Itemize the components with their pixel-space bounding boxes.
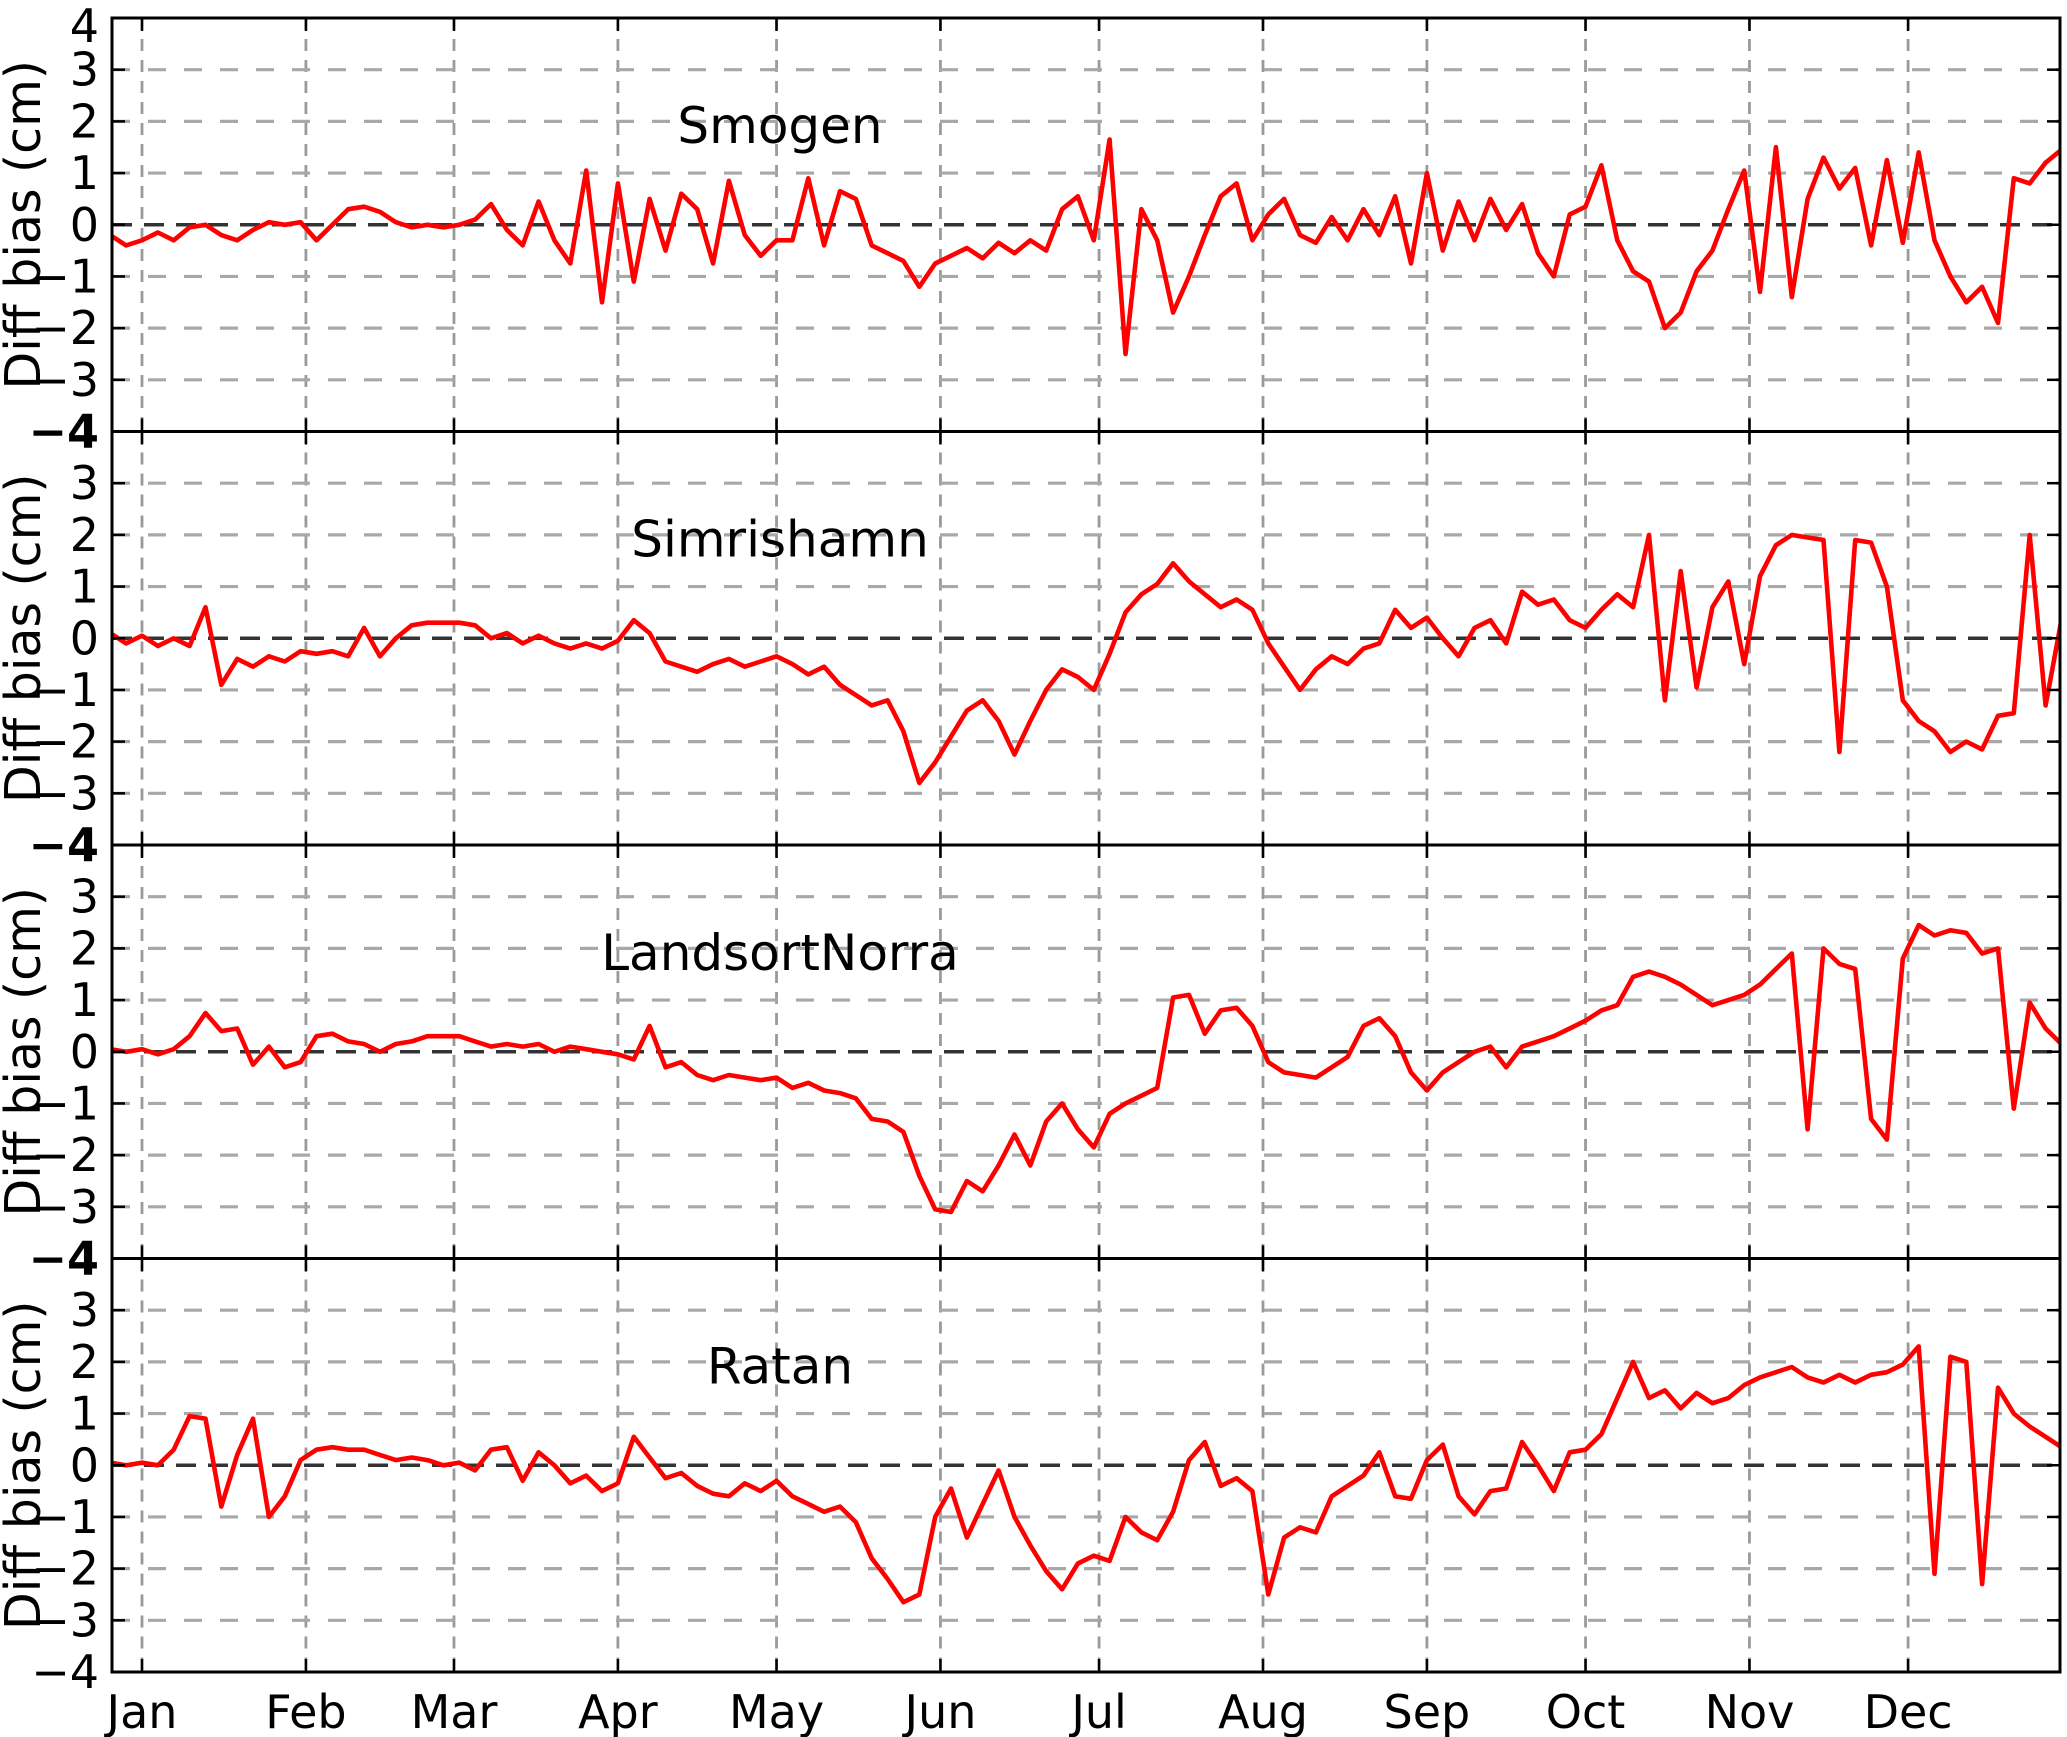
- y-tick-label: 1: [70, 1387, 99, 1441]
- vertical-gridlines: [140, 1258, 1910, 1672]
- y-tick-label: −1: [31, 663, 99, 717]
- horizontal-gridlines: [112, 68, 2060, 382]
- y-tick-label: 2: [70, 1335, 99, 1389]
- series-line-landsortnorra: [112, 922, 2060, 1215]
- y-tick-label: −1: [31, 1076, 99, 1130]
- x-tick-label: Aug: [1218, 1685, 1308, 1737]
- axis-ticks: [112, 18, 2060, 432]
- y-tick-label: 0: [70, 1025, 99, 1079]
- y-tick-label: 4: [70, 0, 99, 53]
- y-tick-label: 1: [70, 973, 99, 1027]
- x-tick-label: Feb: [265, 1685, 346, 1737]
- x-tick-label: Apr: [578, 1685, 658, 1737]
- x-tick-label: Nov: [1705, 1685, 1795, 1737]
- y-tick-label: 0: [70, 1438, 99, 1492]
- x-tick-label: May: [729, 1685, 824, 1737]
- panel-title: Smogen: [677, 97, 882, 155]
- y-tick-label: −4: [31, 1645, 99, 1699]
- y-tick-label: −2: [31, 1542, 99, 1596]
- y-tick-label: 0: [70, 611, 99, 665]
- y-tick-label: −4: [28, 1232, 99, 1286]
- y-tick-label: −1: [31, 249, 99, 303]
- y-tick-label: −2: [31, 715, 99, 769]
- y-tick-label: −1: [31, 1490, 99, 1544]
- y-tick-label: 2: [70, 94, 99, 148]
- y-tick-label: −2: [31, 1128, 99, 1182]
- y-axis-label: Diff bias (cm): [0, 474, 52, 803]
- vertical-gridlines: [140, 845, 1910, 1259]
- axis-ticks: [112, 1258, 2060, 1672]
- x-tick-labels: Jan Feb Mar Apr May Jun Jul Aug Sep Oct Nov Dec: [104, 1685, 1953, 1737]
- y-tick-label: 2: [70, 508, 99, 562]
- x-tick-label: Mar: [411, 1685, 498, 1737]
- panel-title: Ratan: [707, 1338, 853, 1396]
- y-tick-label: 2: [70, 921, 99, 975]
- y-axis-label: Diff bias (cm): [0, 887, 52, 1216]
- y-tick-label: 3: [70, 43, 99, 97]
- series-line-ratan: [112, 1344, 2060, 1605]
- y-tick-label: 3: [70, 1283, 99, 1337]
- x-tick-label: Jun: [902, 1685, 977, 1737]
- x-tick-label: Sep: [1384, 1685, 1471, 1737]
- y-tick-label: 1: [70, 146, 99, 200]
- series-line-smogen: [112, 137, 2060, 357]
- vertical-gridlines: [140, 18, 1910, 432]
- y-tick-label: 1: [70, 560, 99, 614]
- y-tick-label: −3: [31, 1593, 99, 1647]
- y-tick-label: −3: [31, 766, 99, 820]
- x-tick-label: Dec: [1864, 1685, 1953, 1737]
- series-line-simrishamn: [112, 532, 2060, 786]
- y-axis-label: Diff bias (cm): [0, 60, 52, 389]
- horizontal-gridlines: [112, 1308, 2060, 1622]
- axis-ticks: [112, 431, 2060, 845]
- y-tick-label: −2: [31, 301, 99, 355]
- y-axis-label: Diff bias (cm): [0, 1301, 52, 1630]
- y-tick-label: −3: [31, 1180, 99, 1234]
- y-tick-label: 0: [70, 198, 99, 252]
- x-tick-label: Jan: [104, 1685, 178, 1737]
- y-tick-label: −4: [28, 405, 99, 459]
- panel-title: LandsortNorra: [601, 924, 959, 982]
- panel-title: Simrishamn: [631, 511, 929, 569]
- x-tick-label: Jul: [1068, 1685, 1127, 1737]
- y-tick-label: 3: [70, 456, 99, 510]
- axis-ticks: [112, 845, 2060, 1259]
- x-tick-label: Oct: [1546, 1685, 1626, 1737]
- horizontal-gridlines: [112, 481, 2060, 795]
- y-tick-label: −4: [28, 818, 99, 872]
- y-tick-label: 3: [70, 870, 99, 924]
- horizontal-gridlines: [112, 895, 2060, 1209]
- vertical-gridlines: [140, 431, 1910, 845]
- y-tick-label: −3: [31, 353, 99, 407]
